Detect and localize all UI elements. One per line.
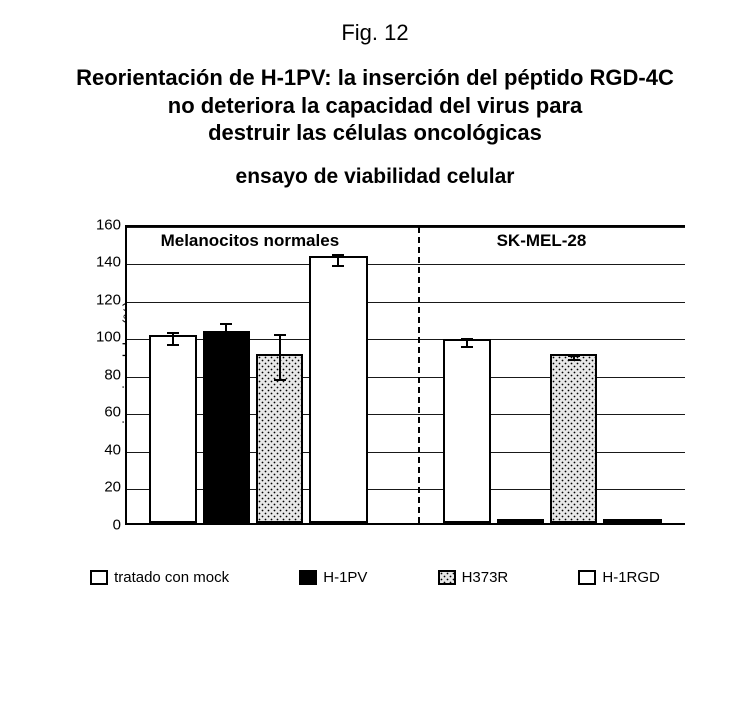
legend-swatch — [578, 570, 596, 585]
y-tick-label: 20 — [95, 479, 121, 496]
error-cap — [568, 359, 580, 361]
bar-mock — [149, 335, 197, 523]
error-cap — [332, 254, 344, 256]
chart-title: Reorientación de H-1PV: la inserción del… — [35, 64, 715, 147]
y-tick-label: 80 — [95, 366, 121, 383]
gridline — [127, 302, 685, 303]
y-tick-label: 40 — [95, 441, 121, 458]
bar-mock — [443, 339, 491, 523]
error-cap — [274, 334, 286, 336]
y-tick-label: 60 — [95, 404, 121, 421]
error-cap — [220, 323, 232, 325]
bar-h1rgd — [309, 256, 368, 522]
title-line: destruir las células oncológicas — [208, 120, 542, 145]
y-tick-label: 120 — [95, 291, 121, 308]
legend-swatch — [299, 570, 317, 585]
legend: tratado con mock H-1PV H373R H-1RGD — [55, 569, 695, 586]
group-label: SK-MEL-28 — [497, 231, 587, 251]
bar-h1rgd — [603, 519, 662, 523]
y-tick-label: 160 — [95, 216, 121, 233]
y-tick-label: 140 — [95, 254, 121, 271]
error-cap — [568, 355, 580, 357]
error-cap — [461, 346, 473, 348]
error-cap — [461, 338, 473, 340]
legend-label: H373R — [462, 569, 509, 586]
y-tick-label: 0 — [95, 516, 121, 533]
legend-label: tratado con mock — [114, 569, 229, 586]
error-cap — [220, 346, 232, 348]
viability-chart: supervivencia celular (%) Melanocitos no… — [55, 215, 695, 555]
group-label: Melanocitos normales — [161, 231, 340, 251]
legend-swatch — [90, 570, 108, 585]
title-line: Reorientación de H-1PV: la inserción del… — [76, 65, 674, 90]
bar-h1pv — [497, 519, 545, 523]
gridline — [127, 264, 685, 265]
error-cap — [167, 344, 179, 346]
legend-label: H-1PV — [323, 569, 367, 586]
legend-item-h1pv: H-1PV — [299, 569, 367, 586]
legend-label: H-1RGD — [602, 569, 660, 586]
legend-item-h373r: H373R — [438, 569, 509, 586]
y-tick-label: 100 — [95, 329, 121, 346]
error-cap — [167, 332, 179, 334]
chart-subtitle: ensayo de viabilidad celular — [10, 165, 740, 189]
legend-swatch — [438, 570, 456, 585]
legend-item-h1rgd: H-1RGD — [578, 569, 660, 586]
error-cap — [332, 265, 344, 267]
group-divider — [418, 227, 420, 523]
plot-area: Melanocitos normales SK-MEL-28 — [125, 225, 685, 525]
gridline — [127, 227, 685, 228]
error-bar — [279, 335, 281, 380]
error-bar — [225, 324, 227, 347]
bar-h1pv — [203, 331, 251, 522]
bar-h373r — [550, 354, 598, 523]
figure-label: Fig. 12 — [10, 20, 740, 46]
title-line: no deteriora la capacidad del virus para — [168, 93, 583, 118]
error-cap — [274, 379, 286, 381]
legend-item-mock: tratado con mock — [90, 569, 229, 586]
